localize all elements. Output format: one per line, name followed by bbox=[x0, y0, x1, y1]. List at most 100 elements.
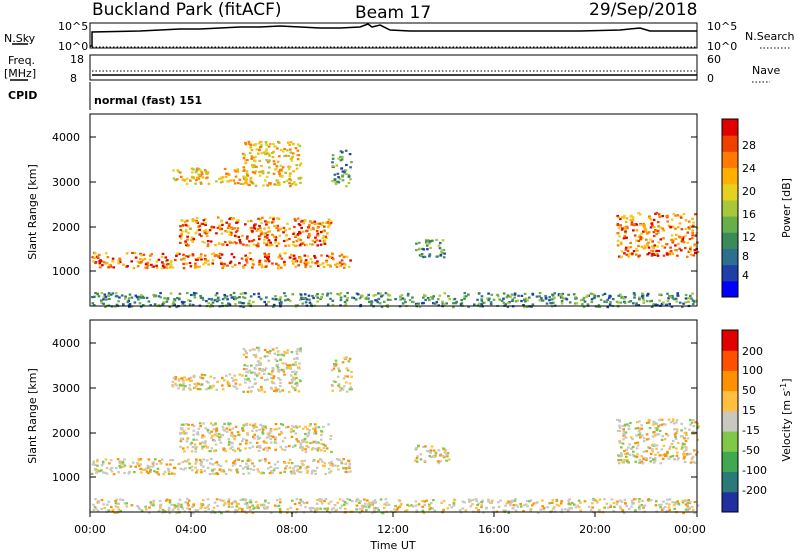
heatmap-cell bbox=[263, 355, 267, 358]
heatmap-cell bbox=[686, 231, 690, 234]
heatmap-cell bbox=[180, 503, 183, 506]
heatmap-cell bbox=[206, 430, 210, 433]
heatmap-cell bbox=[195, 220, 198, 223]
heatmap-cell bbox=[394, 298, 397, 301]
heatmap-cell bbox=[231, 379, 235, 382]
heatmap-cell bbox=[283, 262, 286, 265]
heatmap-cell bbox=[235, 458, 238, 461]
heatmap-cell bbox=[260, 231, 264, 234]
heatmap-cell bbox=[618, 505, 622, 508]
heatmap-cell bbox=[417, 503, 421, 506]
heatmap-cell bbox=[331, 161, 334, 164]
heatmap-cell bbox=[262, 472, 265, 475]
heatmap-cell bbox=[243, 423, 247, 426]
heatmap-cell bbox=[276, 160, 280, 163]
heatmap-cell bbox=[650, 249, 653, 252]
heatmap-cell bbox=[215, 232, 218, 235]
heatmap-cell bbox=[185, 243, 188, 247]
heatmap-cell bbox=[690, 458, 694, 461]
freq-tick-top: 18 bbox=[70, 53, 84, 66]
heatmap-cell bbox=[502, 297, 505, 300]
heatmap-cell bbox=[267, 501, 270, 505]
heatmap-cell bbox=[671, 239, 675, 242]
heatmap-cell bbox=[360, 509, 364, 512]
heatmap-cell bbox=[196, 229, 199, 232]
heatmap-cell bbox=[507, 510, 510, 513]
heatmap-cell bbox=[258, 260, 261, 263]
heatmap-cell bbox=[211, 301, 215, 304]
heatmap-cell bbox=[251, 165, 254, 168]
heatmap-cell bbox=[637, 235, 641, 239]
heatmap-cell bbox=[219, 441, 223, 444]
heatmap-cell bbox=[676, 441, 680, 445]
heatmap-cell bbox=[626, 249, 630, 252]
heatmap-cell bbox=[383, 503, 386, 506]
heatmap-cell bbox=[296, 348, 300, 351]
heatmap-cell bbox=[442, 500, 446, 503]
heatmap-cell bbox=[591, 502, 594, 505]
heatmap-cell bbox=[307, 433, 310, 436]
heatmap-cell bbox=[179, 440, 183, 443]
heatmap-cell bbox=[399, 295, 402, 298]
heatmap-cell bbox=[209, 385, 212, 388]
heatmap-cell bbox=[224, 230, 227, 233]
heatmap-cell bbox=[671, 501, 674, 504]
heatmap-cell bbox=[638, 298, 641, 301]
heatmap-cell bbox=[609, 504, 613, 507]
heatmap-cell bbox=[186, 507, 189, 510]
heatmap-cell bbox=[290, 472, 294, 475]
heatmap-cell bbox=[196, 167, 199, 170]
heatmap-cell bbox=[93, 506, 97, 509]
heatmap-cell bbox=[287, 154, 291, 157]
heatmap-cell bbox=[285, 179, 289, 182]
heatmap-cell bbox=[691, 302, 695, 306]
heatmap-cell bbox=[202, 499, 205, 502]
heatmap-cell bbox=[343, 501, 347, 504]
heatmap-cell bbox=[680, 228, 684, 231]
heatmap-cell bbox=[244, 466, 247, 469]
heatmap-cell bbox=[329, 437, 332, 441]
heatmap-cell bbox=[209, 422, 213, 425]
heatmap-cell bbox=[264, 232, 268, 235]
heatmap-cell bbox=[293, 472, 296, 475]
heatmap-cell bbox=[161, 264, 165, 268]
heatmap-cell bbox=[216, 296, 220, 299]
heatmap-cell bbox=[299, 498, 302, 501]
heatmap-cell bbox=[676, 292, 679, 295]
heatmap-cell bbox=[179, 445, 182, 448]
heatmap-cell bbox=[215, 498, 219, 501]
heatmap-cell bbox=[225, 460, 228, 463]
heatmap-cell bbox=[150, 503, 153, 506]
heatmap-cell bbox=[201, 503, 204, 506]
heatmap-cell bbox=[548, 296, 551, 299]
heatmap-cell bbox=[439, 254, 443, 257]
heatmap-cell bbox=[264, 499, 267, 502]
heatmap-cell bbox=[265, 303, 268, 306]
heatmap-cell bbox=[283, 470, 286, 473]
heatmap-cell bbox=[330, 460, 333, 463]
heatmap-cell bbox=[225, 295, 229, 298]
heatmap-cell bbox=[681, 501, 685, 504]
heatmap-cell bbox=[294, 147, 298, 150]
heatmap-cell bbox=[689, 246, 693, 249]
heatmap-cell bbox=[423, 255, 427, 258]
velocity-ylabel: Slant Range [km] bbox=[26, 368, 39, 464]
heatmap-cell bbox=[222, 470, 226, 473]
heatmap-cell bbox=[213, 299, 217, 302]
colorbar-swatch bbox=[722, 248, 738, 266]
heatmap-cell bbox=[278, 234, 282, 237]
heatmap-cell bbox=[691, 217, 694, 220]
heatmap-cell bbox=[216, 254, 219, 257]
heatmap-cell bbox=[339, 264, 342, 268]
heatmap-cell bbox=[169, 292, 173, 295]
heatmap-cell bbox=[275, 165, 279, 168]
xtick-0000: 00:00 bbox=[74, 523, 106, 536]
heatmap-cell bbox=[195, 258, 198, 261]
heatmap-cell bbox=[294, 219, 297, 222]
heatmap-cell bbox=[213, 377, 216, 380]
heatmap-cell bbox=[646, 292, 650, 296]
heatmap-cell bbox=[559, 293, 562, 297]
heatmap-cell bbox=[253, 424, 257, 427]
heatmap-cell bbox=[627, 246, 631, 249]
heatmap-cell bbox=[253, 143, 257, 146]
